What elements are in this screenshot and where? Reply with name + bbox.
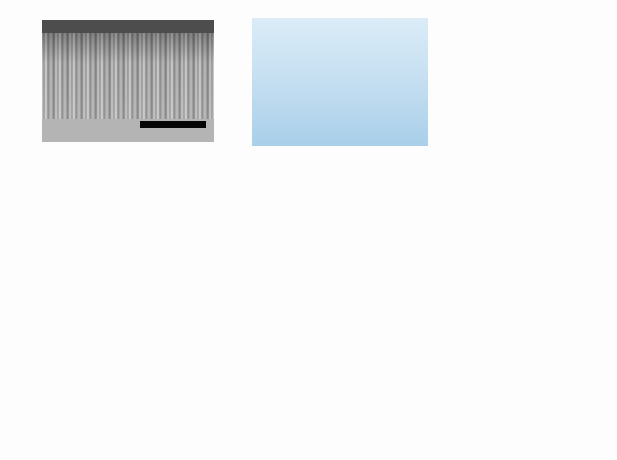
chart-peak-area-ratios	[234, 293, 446, 459]
water-structure-low-angle	[452, 18, 614, 148]
afm-schematic-drawing	[252, 18, 428, 146]
chart-contact-angle-smooth-rough	[28, 147, 230, 293]
chart-liquid-wetting-ranges	[28, 294, 232, 458]
sem-dark-region	[42, 20, 214, 33]
scale-bar	[140, 121, 206, 128]
chart-contact-angle-adhesion	[235, 147, 447, 294]
sem-nanowires	[42, 33, 214, 119]
sem-micrograph	[42, 20, 214, 142]
water-structure-high-angle	[452, 303, 614, 450]
water-structure-mid-angle	[452, 163, 614, 296]
afm-schematic	[252, 18, 428, 146]
